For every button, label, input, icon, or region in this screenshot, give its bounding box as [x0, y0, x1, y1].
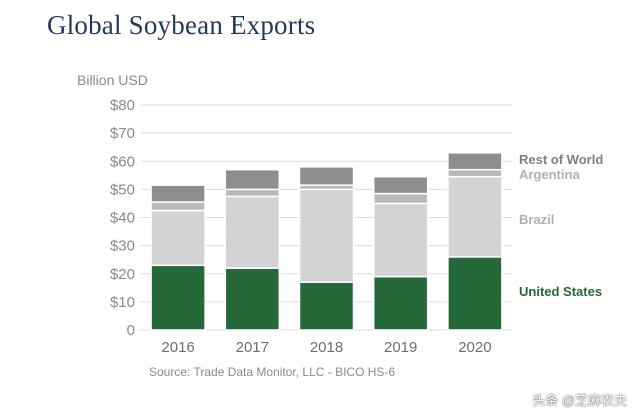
bar-segment-brazil: [224, 195, 281, 269]
x-tick-label: 2019: [384, 339, 417, 356]
y-tick-label: $30: [110, 238, 135, 255]
bar-segment-rest-of-world: [224, 168, 281, 191]
bar-segment-argentina: [372, 192, 429, 205]
bar-segment-rest-of-world: [150, 184, 206, 203]
bar-segment-brazil: [447, 175, 503, 258]
bar-segment-argentina: [224, 188, 281, 198]
series-label-united-states: United States: [519, 284, 602, 299]
y-tick-label: $50: [110, 181, 135, 198]
bar-segment-argentina: [447, 168, 503, 178]
x-tick-label: 2020: [458, 339, 491, 356]
y-axis-label: Billion USD: [77, 72, 148, 88]
bar-segment-rest-of-world: [372, 175, 429, 195]
x-tick-label: 2017: [236, 339, 269, 356]
bar-segment-rest-of-world: [447, 152, 503, 171]
bar-segment-brazil: [298, 188, 355, 283]
chart-title: Global Soybean Exports: [47, 10, 316, 40]
bar-segment-united-states: [298, 281, 355, 331]
bar-segment-united-states: [447, 256, 503, 331]
x-tick-label: 2018: [310, 339, 343, 356]
y-tick-label: $70: [110, 125, 135, 142]
source-note: Source: Trade Data Monitor, LLC - BICO H…: [149, 365, 396, 379]
bar-segment-rest-of-world: [298, 166, 355, 186]
x-tick-label: 2016: [161, 339, 194, 356]
bar-segment-argentina: [150, 201, 206, 212]
y-tick-label: $40: [110, 210, 135, 227]
watermark: 头条 @芝麻农夫: [532, 393, 627, 408]
bar-segment-united-states: [372, 275, 429, 331]
series-label-brazil: Brazil: [519, 212, 554, 227]
series-label-argentina: Argentina: [519, 167, 580, 182]
bar-segment-brazil: [150, 209, 206, 267]
y-tick-label: $60: [110, 153, 135, 170]
bar-segment-united-states: [150, 264, 206, 331]
bar-segment-brazil: [372, 202, 429, 278]
y-tick-label: $20: [110, 266, 135, 283]
bar-segment-united-states: [224, 267, 281, 331]
y-tick-label: $10: [110, 294, 135, 311]
series-label-rest-of-world: Rest of World: [519, 152, 603, 167]
y-tick-label: $80: [110, 97, 135, 114]
y-tick-label: 0: [127, 322, 135, 339]
